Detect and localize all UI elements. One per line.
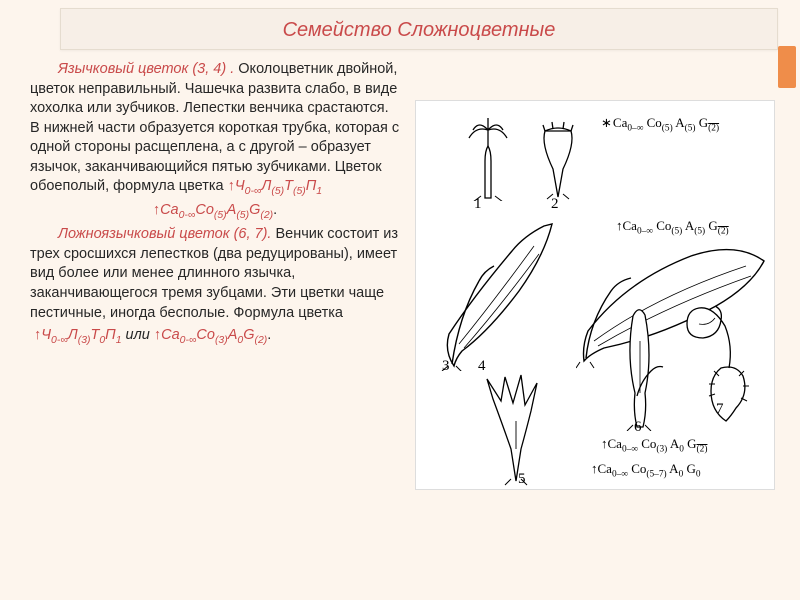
label-7: 7 xyxy=(716,401,724,418)
flower-diagram: Ca0–∞ Co(5) A(5) G(2) Ca0–∞ Co(5) A(5) G… xyxy=(415,100,775,490)
flower-5-icon xyxy=(481,371,556,486)
formula-2a: ↑Ч0-∞Л(3)Т0П1 xyxy=(34,327,121,343)
label-3: 3 xyxy=(442,358,450,375)
flower-1-icon xyxy=(461,116,516,201)
body-text: Язычковый цветок (3, 4) . Околоцветник д… xyxy=(30,60,400,350)
flower-3-icon xyxy=(424,216,559,371)
formula-mid: Ca0–∞ Co(5) A(5) G(2) xyxy=(616,218,729,237)
dot-2: . xyxy=(267,327,271,343)
paragraph-1: Околоцветник двойной, цветок неправильны… xyxy=(30,61,399,194)
label-5: 5 xyxy=(518,471,526,488)
page-title: Семейство Сложноцветные xyxy=(60,8,778,50)
dot-1: . xyxy=(273,202,277,218)
label-2: 2 xyxy=(551,196,559,213)
formula-2b: ↑Ca0-∞Co(3)A0G(2) xyxy=(154,327,267,343)
or-word: или xyxy=(126,327,150,343)
flower-6-icon xyxy=(611,301,671,431)
accent-tab xyxy=(778,46,796,88)
heading-2: Ложноязычковый цветок (6, 7). xyxy=(58,226,271,242)
flower-2-icon xyxy=(531,119,586,201)
formula-1b: ↑Ca0-∞Co(5)A(5)G(2) xyxy=(153,202,273,218)
label-1: 1 xyxy=(474,196,482,213)
formula-top: Ca0–∞ Co(5) A(5) G(2) xyxy=(601,115,719,134)
heading-1: Язычковый цветок (3, 4) . xyxy=(58,61,234,77)
label-6: 6 xyxy=(634,419,642,436)
formula-bot2: Ca0–∞ Co(5–7) A0 G0 xyxy=(591,461,701,480)
formula-bot1: Ca0–∞ Co(3) A0 G(2) xyxy=(601,436,707,455)
formula-1a: ↑Ч0-∞Л(5)Т(5)П1 xyxy=(228,178,322,194)
flower-7-icon xyxy=(681,276,771,426)
